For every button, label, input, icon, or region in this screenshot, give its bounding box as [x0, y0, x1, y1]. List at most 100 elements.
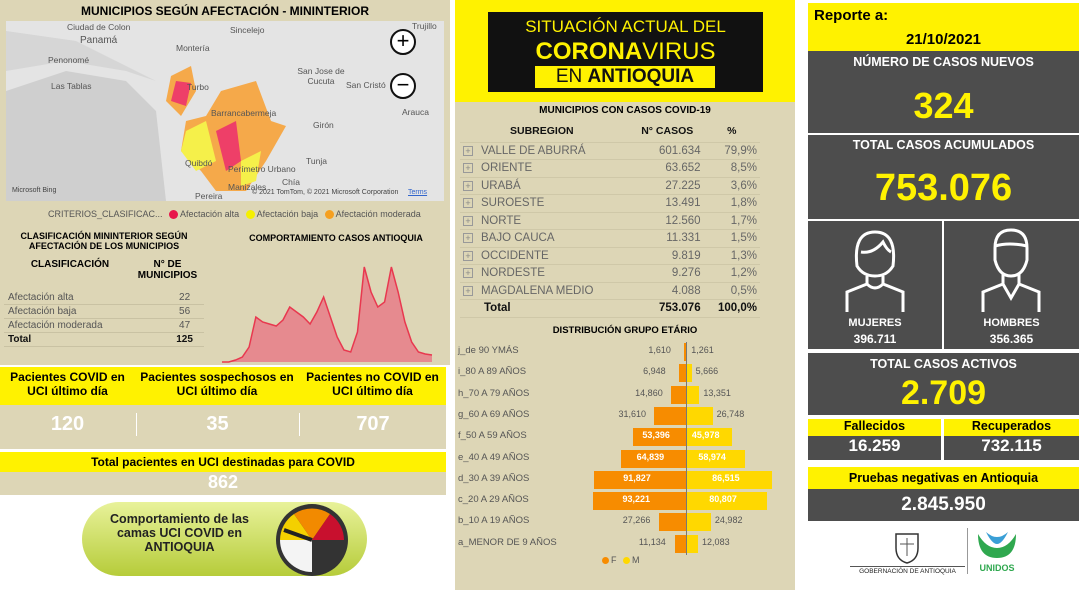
table-row[interactable]: + SUROESTE 13.491 1,8% — [460, 194, 760, 213]
deaths-value: 16.259 — [808, 436, 941, 460]
bar-female[interactable] — [679, 364, 686, 383]
expand-icon[interactable]: + — [463, 180, 473, 191]
total-cases-card: TOTAL CASOS ACUMULADOS 753.076 — [808, 135, 1079, 219]
table-row[interactable]: + OCCIDENTE 9.819 1,3% — [460, 247, 760, 265]
bar-female-label: 14,860 — [635, 387, 663, 398]
expand-icon[interactable]: + — [463, 198, 473, 209]
age-category-label: h_70 A 79 AÑOS — [458, 387, 530, 399]
bar-female[interactable] — [593, 492, 686, 511]
bar-male[interactable] — [686, 406, 713, 425]
bar-female-label: 6,948 — [643, 366, 666, 377]
table-row[interactable]: + URABÁ 27.225 3,6% — [460, 177, 760, 195]
report-date: 21/10/2021 — [905, 31, 982, 48]
expand-icon[interactable]: + — [463, 233, 473, 244]
women-value: 396.711 — [853, 332, 897, 346]
subregion-name: OCCIDENTE — [481, 249, 549, 262]
negative-tests-value: 2.845.950 — [808, 489, 1079, 521]
bar-female-label: 91,827 — [623, 472, 651, 483]
uci-noncovid-value: 707 — [299, 413, 446, 436]
bar-male[interactable] — [686, 449, 745, 468]
uci-covid-value: 120 — [50, 413, 85, 435]
bar-female[interactable] — [674, 534, 686, 553]
subregion-percent: 0,5% — [703, 282, 760, 300]
bar-male-label: 5,666 — [695, 366, 719, 377]
age-category-label: i_80 A 89 AÑOS — [458, 366, 527, 378]
expand-icon[interactable]: + — [463, 215, 473, 226]
subregion-cases: 12.560 — [630, 212, 704, 230]
map-label: Trujillo — [412, 21, 437, 31]
map[interactable]: Ciudad de Colon Panamá Penonomé Las Tabl… — [6, 21, 444, 201]
bar-male[interactable] — [686, 513, 711, 532]
table-row[interactable]: + BAJO CAUCA 11.331 1,5% — [460, 229, 760, 248]
zoom-out-button[interactable]: − — [390, 73, 416, 99]
expand-icon[interactable]: + — [463, 285, 473, 296]
uci-beds-banner[interactable]: Comportamiento de las camas UCI COVID en… — [82, 502, 367, 576]
bar-male[interactable] — [686, 364, 692, 383]
bar-male[interactable] — [686, 428, 732, 447]
bar-female[interactable] — [632, 428, 686, 447]
table-row[interactable]: + ORIENTE 63.652 8,5% — [460, 159, 760, 178]
bar-male[interactable] — [686, 385, 700, 404]
expand-icon[interactable]: + — [463, 163, 473, 174]
age-pyramid-chart: j_de 90 YMÁS 1,610 1,261 i_80 A 89 AÑOS 6… — [455, 342, 795, 562]
expand-icon[interactable]: + — [463, 268, 473, 279]
terms-link[interactable]: Terms — [408, 189, 428, 196]
expand-icon[interactable]: + — [463, 145, 473, 156]
bar-female[interactable] — [654, 406, 686, 425]
legend-dot-icon — [169, 210, 179, 220]
table-row[interactable]: + MAGDALENA MEDIO 4.088 0,5% — [460, 282, 760, 300]
active-cases-card: TOTAL CASOS ACTIVOS 2.709 — [808, 353, 1079, 415]
legend-item: Afectación moderada — [335, 209, 421, 219]
subregion-cases: 63.652 — [630, 159, 704, 178]
active-cases-value: 2.709 — [900, 374, 987, 412]
subregions-title: MUNICIPIOS CON CASOS COVID-19 — [539, 105, 711, 116]
new-cases-card: NÚMERO DE CASOS NUEVOS 324 — [808, 51, 1079, 133]
bar-male[interactable] — [686, 534, 699, 553]
legend-item: Afectación alta — [180, 209, 240, 219]
total-cases-label: TOTAL CASOS ACUMULADOS — [852, 138, 1035, 152]
map-label: Arauca — [402, 107, 429, 117]
table-row[interactable]: + NORTE 12.560 1,7% — [460, 212, 760, 230]
map-label: Pereira — [195, 191, 223, 201]
table-row: Afectación alta 22 — [4, 291, 204, 305]
subregion-name: URABÁ — [481, 179, 521, 192]
trend-title: COMPORTAMIENTO CASOS ANTIOQUIA — [249, 233, 423, 243]
age-row: e_40 A 49 AÑOS 64,839 58,974 — [455, 449, 795, 469]
bar-male[interactable] — [686, 492, 767, 511]
divider — [967, 528, 968, 574]
age-row: h_70 A 79 AÑOS 14,860 13,351 — [455, 385, 795, 405]
bar-female[interactable] — [594, 470, 686, 489]
table-row[interactable]: + NORDESTE 9.276 1,2% — [460, 264, 760, 283]
bar-female-label: 1,610 — [648, 345, 671, 355]
bar-female[interactable] — [671, 385, 686, 404]
age-category-label: c_20 A 29 AÑOS — [458, 494, 529, 506]
subregion-name: SUROESTE — [481, 197, 545, 210]
header-line3: EN ANTIOQUIA — [535, 66, 715, 88]
trend-chart — [222, 266, 433, 363]
subregion-name: MAGDALENA MEDIO — [481, 284, 594, 297]
bar-male-label: 86,515 — [712, 472, 740, 483]
age-category-label: g_60 A 69 AÑOS — [458, 408, 530, 420]
bar-female-label: 27,266 — [622, 515, 651, 526]
bar-female[interactable] — [658, 513, 686, 532]
subregion-percent: 1,2% — [703, 264, 760, 283]
bing-logo: Microsoft Bing — [12, 187, 57, 194]
trend-area — [222, 267, 432, 362]
age-category-label: f_50 A 59 AÑOS — [458, 430, 527, 442]
men-value: 356.365 — [989, 332, 1034, 346]
gauge-icon — [276, 504, 348, 576]
bar-female[interactable] — [684, 343, 686, 361]
table-row[interactable]: + VALLE DE ABURRÁ 601.634 79,9% — [460, 142, 760, 160]
map-label: Penonomé — [48, 55, 90, 65]
bar-male[interactable] — [686, 470, 773, 489]
age-row: i_80 A 89 AÑOS 6,948 5,666 — [455, 363, 795, 383]
subregion-percent: 1,5% — [703, 229, 760, 248]
map-label: Las Tablas — [51, 81, 92, 91]
uci-total-value: 862 — [0, 472, 446, 495]
bar-female[interactable] — [621, 449, 686, 468]
expand-icon[interactable]: + — [463, 250, 473, 261]
bar-male-label: 13,351 — [703, 387, 731, 398]
map-label: Panamá — [80, 35, 118, 46]
age-legend: F M — [598, 555, 640, 565]
zoom-in-button[interactable]: + — [390, 29, 416, 55]
